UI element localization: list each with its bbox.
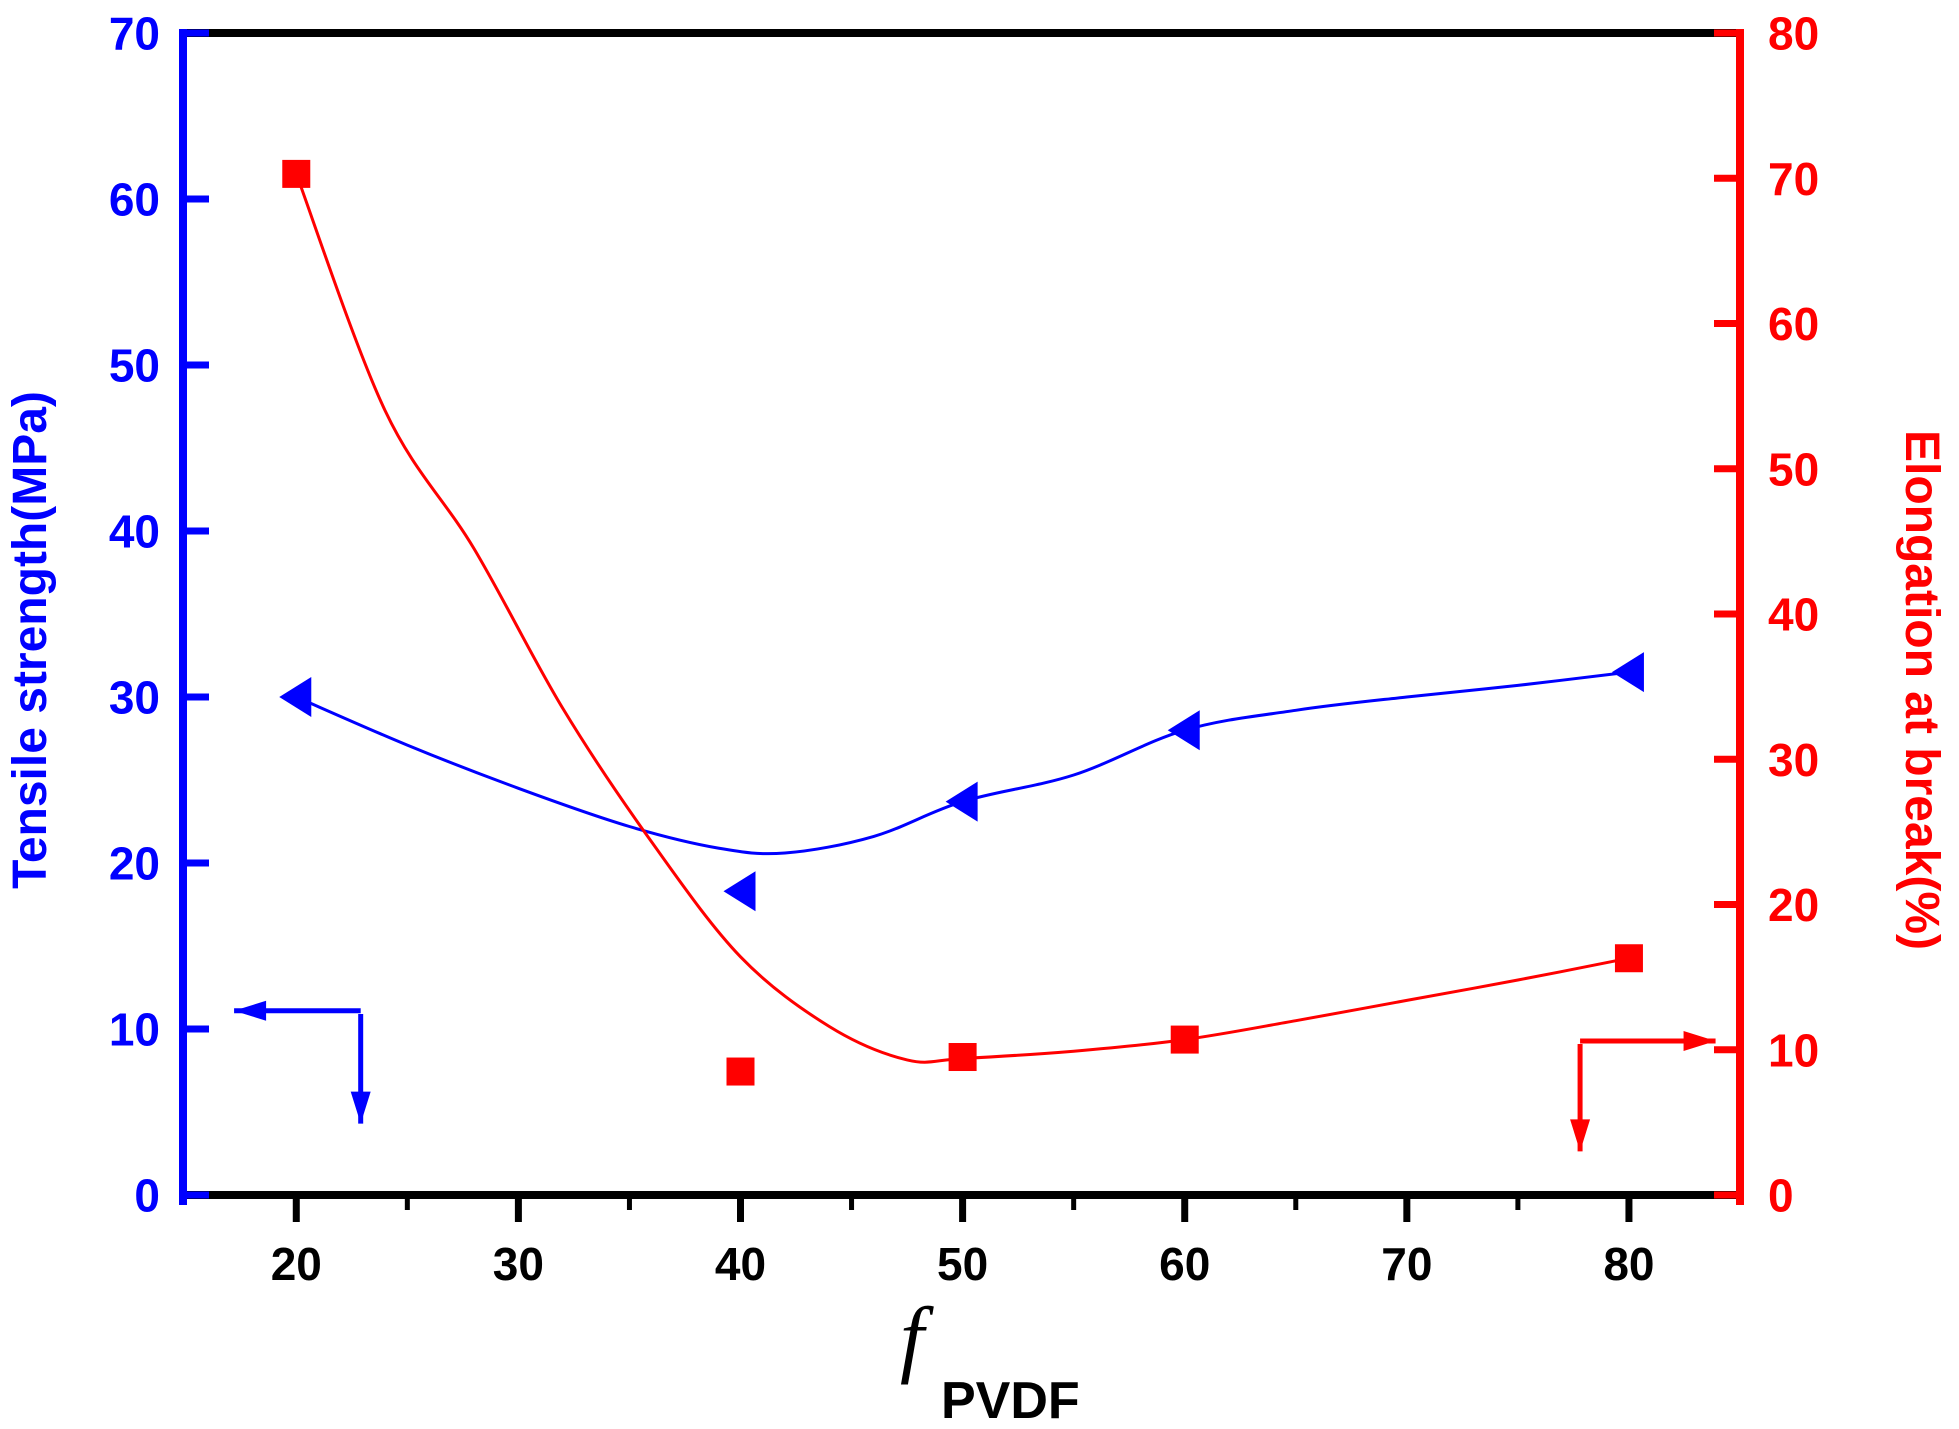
- left-axis-tick-label: 0: [134, 1170, 160, 1222]
- right-axis-tick-label: 40: [1768, 589, 1819, 641]
- x-axis-tick-label: 80: [1603, 1238, 1654, 1290]
- tensile-marker: [1611, 652, 1644, 693]
- x-axis-tick-label: 40: [715, 1238, 766, 1290]
- left-axis-tick-label: 20: [109, 838, 160, 890]
- x-axis-title-subscript: PVDF: [941, 1372, 1080, 1429]
- x-axis-tick-label: 70: [1381, 1238, 1432, 1290]
- tensile-axis-pointer-head: [234, 1000, 267, 1021]
- elongation-marker: [282, 159, 311, 188]
- x-axis-tick-label: 60: [1159, 1238, 1210, 1290]
- tensile-marker: [723, 871, 756, 912]
- tensile-marker: [279, 677, 312, 717]
- left-axis-tick-label: 50: [109, 340, 160, 392]
- x-axis-tick-label: 20: [271, 1238, 322, 1290]
- right-axis-tick-label: 0: [1768, 1170, 1794, 1222]
- left-axis-tick-label: 40: [109, 506, 160, 558]
- elongation-fit-curve: [294, 173, 1630, 1064]
- left-axis-tick-label: 10: [109, 1004, 160, 1056]
- elongation-marker: [726, 1057, 755, 1086]
- elongation-marker: [948, 1043, 977, 1072]
- right-axis-tick-label: 80: [1768, 8, 1819, 60]
- right-axis-tick-label: 60: [1768, 298, 1819, 350]
- left-axis-tick-label: 70: [109, 8, 160, 60]
- right-axis-tick-label: 20: [1768, 879, 1819, 931]
- tensile-fit-curve: [295, 670, 1630, 856]
- x-axis-tick-label: 50: [937, 1238, 988, 1290]
- right-axis-title: Elongation at break(%): [1895, 430, 1948, 950]
- left-axis-tick-label: 30: [109, 672, 160, 724]
- elongation-marker: [1614, 944, 1643, 973]
- right-axis-tick-label: 50: [1768, 443, 1819, 495]
- tensile-marker: [1167, 710, 1200, 751]
- elongation-axis-pointer-head: [1683, 1031, 1716, 1052]
- right-axis-tick-label: 70: [1768, 153, 1819, 205]
- x-axis-tick-label: 30: [493, 1238, 544, 1290]
- elongation-axis-pointer-head: [1570, 1119, 1591, 1152]
- tensile-axis-pointer-head: [350, 1091, 371, 1124]
- right-axis-tick-label: 10: [1768, 1024, 1819, 1076]
- left-axis-title: Tensile strength(MPa): [4, 391, 57, 889]
- tensile-marker: [945, 781, 978, 822]
- x-axis-title-main: f: [900, 1289, 934, 1385]
- right-axis-tick-label: 30: [1768, 734, 1819, 786]
- left-axis-tick-label: 60: [109, 174, 160, 226]
- elongation-marker: [1170, 1025, 1199, 1054]
